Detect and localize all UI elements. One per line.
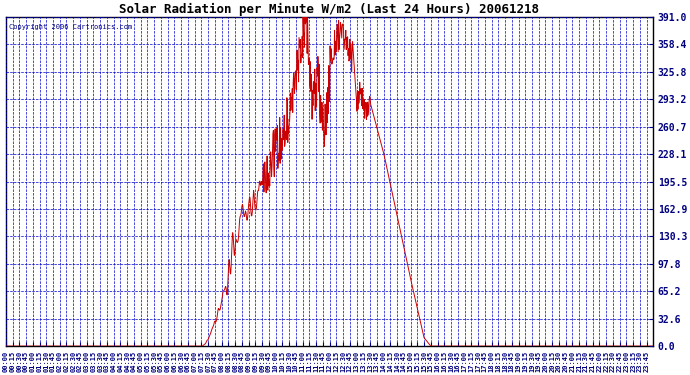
Text: Copyright 2006 Cartronics.com: Copyright 2006 Cartronics.com	[9, 24, 132, 30]
Title: Solar Radiation per Minute W/m2 (Last 24 Hours) 20061218: Solar Radiation per Minute W/m2 (Last 24…	[119, 3, 540, 16]
